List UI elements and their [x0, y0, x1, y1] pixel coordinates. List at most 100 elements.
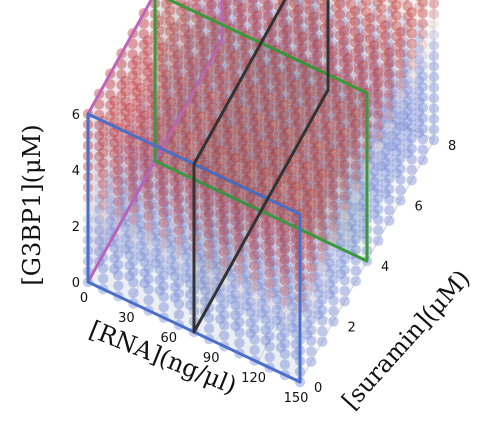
data-point	[304, 36, 315, 48]
data-point	[202, 3, 213, 15]
data-point	[274, 135, 286, 146]
data-point	[243, 81, 255, 93]
data-point	[265, 0, 271, 1]
data-point	[384, 58, 395, 69]
data-point	[270, 149, 282, 161]
data-point	[229, 134, 240, 146]
data-point	[251, 136, 263, 147]
data-point	[428, 50, 440, 62]
data-point	[324, 205, 335, 216]
data-point	[217, 126, 228, 137]
data-point	[369, 197, 380, 209]
data-point	[383, 102, 394, 114]
data-point	[345, 62, 357, 73]
data-point	[183, 32, 194, 43]
data-point	[368, 74, 379, 86]
data-point	[338, 183, 350, 194]
data-point	[316, 118, 327, 130]
data-point	[309, 208, 320, 219]
data-point	[251, 21, 263, 32]
data-point	[342, 95, 354, 106]
data-point	[263, 137, 274, 148]
data-point	[323, 144, 334, 156]
data-point	[262, 3, 273, 15]
data-point	[255, 48, 267, 59]
data-point	[278, 152, 290, 163]
data-point	[368, 85, 379, 96]
data-point	[232, 39, 244, 50]
data-point	[293, 36, 304, 47]
data-point	[312, 70, 323, 82]
data-point	[172, 144, 184, 155]
data-point	[349, 100, 361, 111]
data-point	[282, 108, 293, 120]
y-tick-label: 2	[348, 321, 356, 336]
data-point	[384, 47, 395, 58]
data-point	[304, 99, 315, 111]
data-point	[210, 131, 221, 143]
data-point	[328, 253, 339, 264]
data-point	[383, 50, 394, 61]
data-point	[406, 101, 417, 113]
data-point	[274, 127, 285, 139]
data-point	[346, 206, 358, 218]
data-point	[361, 48, 372, 60]
data-point	[372, 0, 383, 8]
data-point	[248, 95, 259, 107]
data-point	[231, 20, 243, 32]
data-point	[232, 0, 244, 8]
data-point	[240, 93, 252, 105]
data-point	[229, 103, 240, 114]
data-point	[247, 7, 258, 18]
data-point	[312, 154, 323, 165]
data-point	[278, 8, 289, 19]
data-point	[372, 91, 383, 102]
data-point	[342, 189, 354, 201]
data-point	[218, 81, 229, 92]
data-point	[289, 8, 300, 20]
data-point	[315, 27, 326, 38]
data-point	[214, 201, 225, 212]
data-point	[259, 47, 270, 58]
data-point	[255, 9, 266, 20]
data-point	[184, 81, 195, 93]
data-point	[247, 28, 258, 39]
data-point	[339, 275, 350, 286]
data-point	[233, 214, 244, 225]
data-point	[274, 138, 285, 149]
data-point	[395, 90, 406, 101]
data-point	[267, 164, 278, 175]
data-point	[225, 128, 236, 139]
data-point	[311, 94, 322, 105]
data-point	[307, 25, 319, 36]
data-point	[373, 151, 384, 162]
data-point	[221, 132, 232, 144]
data-point	[188, 130, 199, 141]
data-point	[304, 78, 315, 90]
data-point	[331, 210, 342, 221]
x-tick-label: 150	[284, 391, 309, 406]
data-point	[311, 0, 322, 11]
data-point	[320, 230, 331, 241]
data-point	[330, 107, 342, 119]
data-point	[391, 73, 402, 84]
data-point	[214, 159, 225, 170]
data-point	[387, 98, 398, 110]
data-point	[224, 68, 236, 79]
data-point	[278, 18, 289, 29]
data-point	[428, 8, 440, 20]
data-point	[285, 34, 296, 45]
data-point	[274, 117, 285, 128]
data-point	[315, 132, 326, 143]
data-point	[282, 171, 293, 183]
data-point	[320, 219, 331, 231]
data-point	[376, 0, 387, 4]
data-point	[353, 4, 364, 15]
data-point	[357, 63, 368, 74]
data-point	[357, 21, 368, 32]
data-point	[308, 127, 319, 138]
data-point	[297, 115, 308, 127]
data-point	[315, 121, 326, 133]
data-point	[191, 44, 202, 56]
data-point	[384, 194, 395, 205]
